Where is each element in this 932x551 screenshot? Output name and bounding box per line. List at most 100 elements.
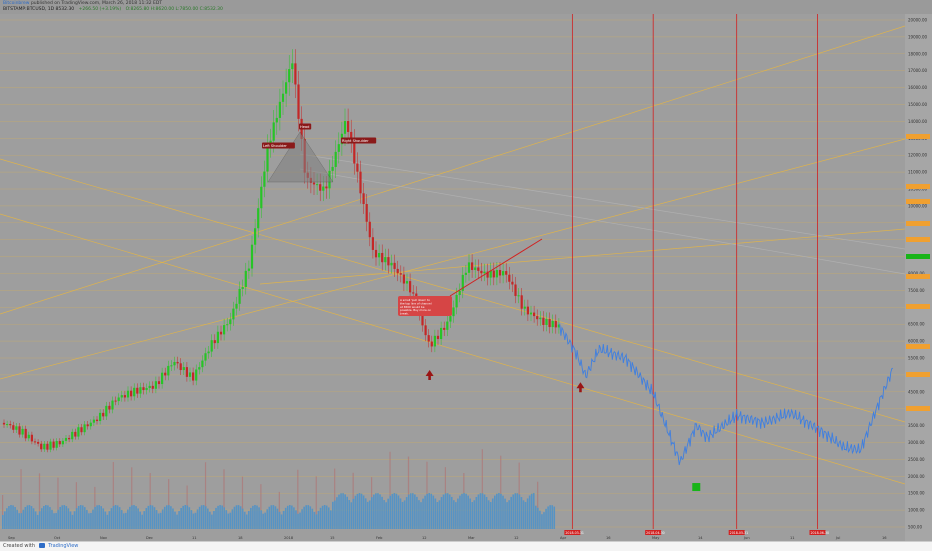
candle-body — [52, 441, 55, 448]
candle-body — [182, 367, 185, 371]
volume-bar — [297, 513, 299, 529]
volume-bar — [284, 507, 287, 529]
date-axis-label: Sep — [8, 536, 15, 540]
candle-body — [58, 441, 61, 445]
volume-bar — [348, 500, 351, 529]
candle-body — [436, 335, 440, 340]
volume-bar — [291, 505, 293, 529]
tradingview-link[interactable]: TradingView — [48, 543, 79, 549]
volume-bar — [539, 510, 541, 529]
candle-body — [83, 424, 86, 433]
volume-bar — [303, 506, 305, 529]
candle-body — [201, 360, 204, 368]
volume-bar — [163, 506, 166, 529]
price-chart[interactable]: 20000.00 19000.00 18000.00 17000.00 16000.00… — [0, 14, 932, 541]
candle-body — [430, 341, 433, 347]
candle-body — [133, 387, 136, 397]
volume-bar — [116, 505, 119, 529]
volume-bar — [371, 497, 373, 529]
volume-bar — [346, 496, 348, 529]
candle-body — [452, 307, 455, 317]
volume-bar — [428, 493, 430, 529]
volume-bar — [227, 513, 230, 529]
volume-bar — [131, 505, 133, 529]
volume-bar — [120, 509, 123, 529]
volume-spike — [94, 486, 96, 507]
volume-bar — [166, 505, 168, 529]
candle-body — [71, 431, 74, 440]
symbol-line: BITSTAMP:BTCUSD, 1D 8532.30 +266.50 (+3.… — [3, 7, 223, 12]
volume-bar — [442, 494, 445, 529]
volume-bar — [104, 511, 107, 529]
candle-body — [508, 274, 511, 282]
volume-bar — [159, 512, 162, 529]
author-link[interactable]: Bitcoinbrew — [3, 1, 30, 6]
volume-bar — [221, 505, 223, 529]
candle-body — [331, 166, 334, 171]
volume-bar — [151, 505, 154, 529]
volume-bar — [405, 497, 408, 529]
candle-body — [495, 270, 498, 278]
volume-bar — [28, 505, 31, 529]
candle-body — [266, 146, 269, 172]
volume-bar — [340, 493, 342, 529]
volume-bar — [436, 502, 439, 529]
volume-bar — [204, 506, 207, 529]
volume-bar — [209, 511, 211, 529]
candle-body — [154, 381, 157, 389]
candle-body — [247, 268, 250, 271]
candle-body — [232, 308, 235, 320]
candle-body — [486, 271, 489, 278]
volume-bar — [426, 493, 428, 529]
date-axis-label: Feb — [376, 536, 383, 540]
price-tag — [906, 274, 930, 279]
candle-body — [95, 419, 99, 422]
candle-body — [396, 268, 399, 274]
candle-body — [126, 390, 130, 398]
price-axis-label: 16000.00 — [908, 85, 928, 90]
volume-bar — [543, 512, 545, 529]
candle-body — [362, 193, 365, 204]
volume-bar — [385, 502, 387, 529]
candle-body — [145, 388, 148, 391]
volume-bar — [18, 513, 20, 529]
volume-bar — [55, 513, 57, 529]
price-tag — [906, 237, 930, 242]
volume-bar — [502, 495, 504, 529]
volume-bar — [127, 509, 129, 529]
price-axis-label: 17000.00 — [908, 68, 928, 73]
volume-spike — [334, 468, 336, 501]
volume-bar — [245, 514, 248, 529]
candle-body — [371, 237, 374, 250]
pattern-label: Head — [300, 125, 309, 129]
candle-body — [226, 324, 229, 326]
candle-body — [529, 312, 533, 315]
candle-body — [151, 385, 154, 389]
callout-text: A small 'pull down' to — [400, 298, 430, 302]
volume-bar — [446, 493, 449, 529]
volume-bar — [293, 507, 295, 529]
date-axis-label: Oct — [54, 536, 61, 540]
volume-bar — [358, 493, 361, 529]
volume-bar — [260, 510, 262, 529]
volume-bar — [32, 508, 35, 529]
volume-bar — [196, 509, 199, 529]
candle-body — [526, 306, 529, 315]
volume-bar — [65, 506, 68, 529]
date-axis-label: 12 — [422, 536, 427, 540]
volume-spike — [260, 484, 262, 511]
volume-bar — [375, 493, 377, 529]
volume-bar — [86, 509, 88, 529]
volume-bar — [266, 509, 269, 529]
price-axis-label: 2000.00 — [908, 474, 925, 479]
volume-bar — [182, 505, 184, 529]
candle-body — [489, 270, 492, 278]
volume-bar — [286, 505, 289, 529]
volume-bar — [239, 506, 242, 529]
volume-bar — [289, 505, 291, 529]
price-axis-label: 6500.00 — [908, 322, 925, 327]
volume-bar — [535, 505, 537, 529]
candle-body — [393, 262, 396, 269]
volume-bar — [280, 514, 283, 529]
candle-body — [337, 144, 340, 152]
